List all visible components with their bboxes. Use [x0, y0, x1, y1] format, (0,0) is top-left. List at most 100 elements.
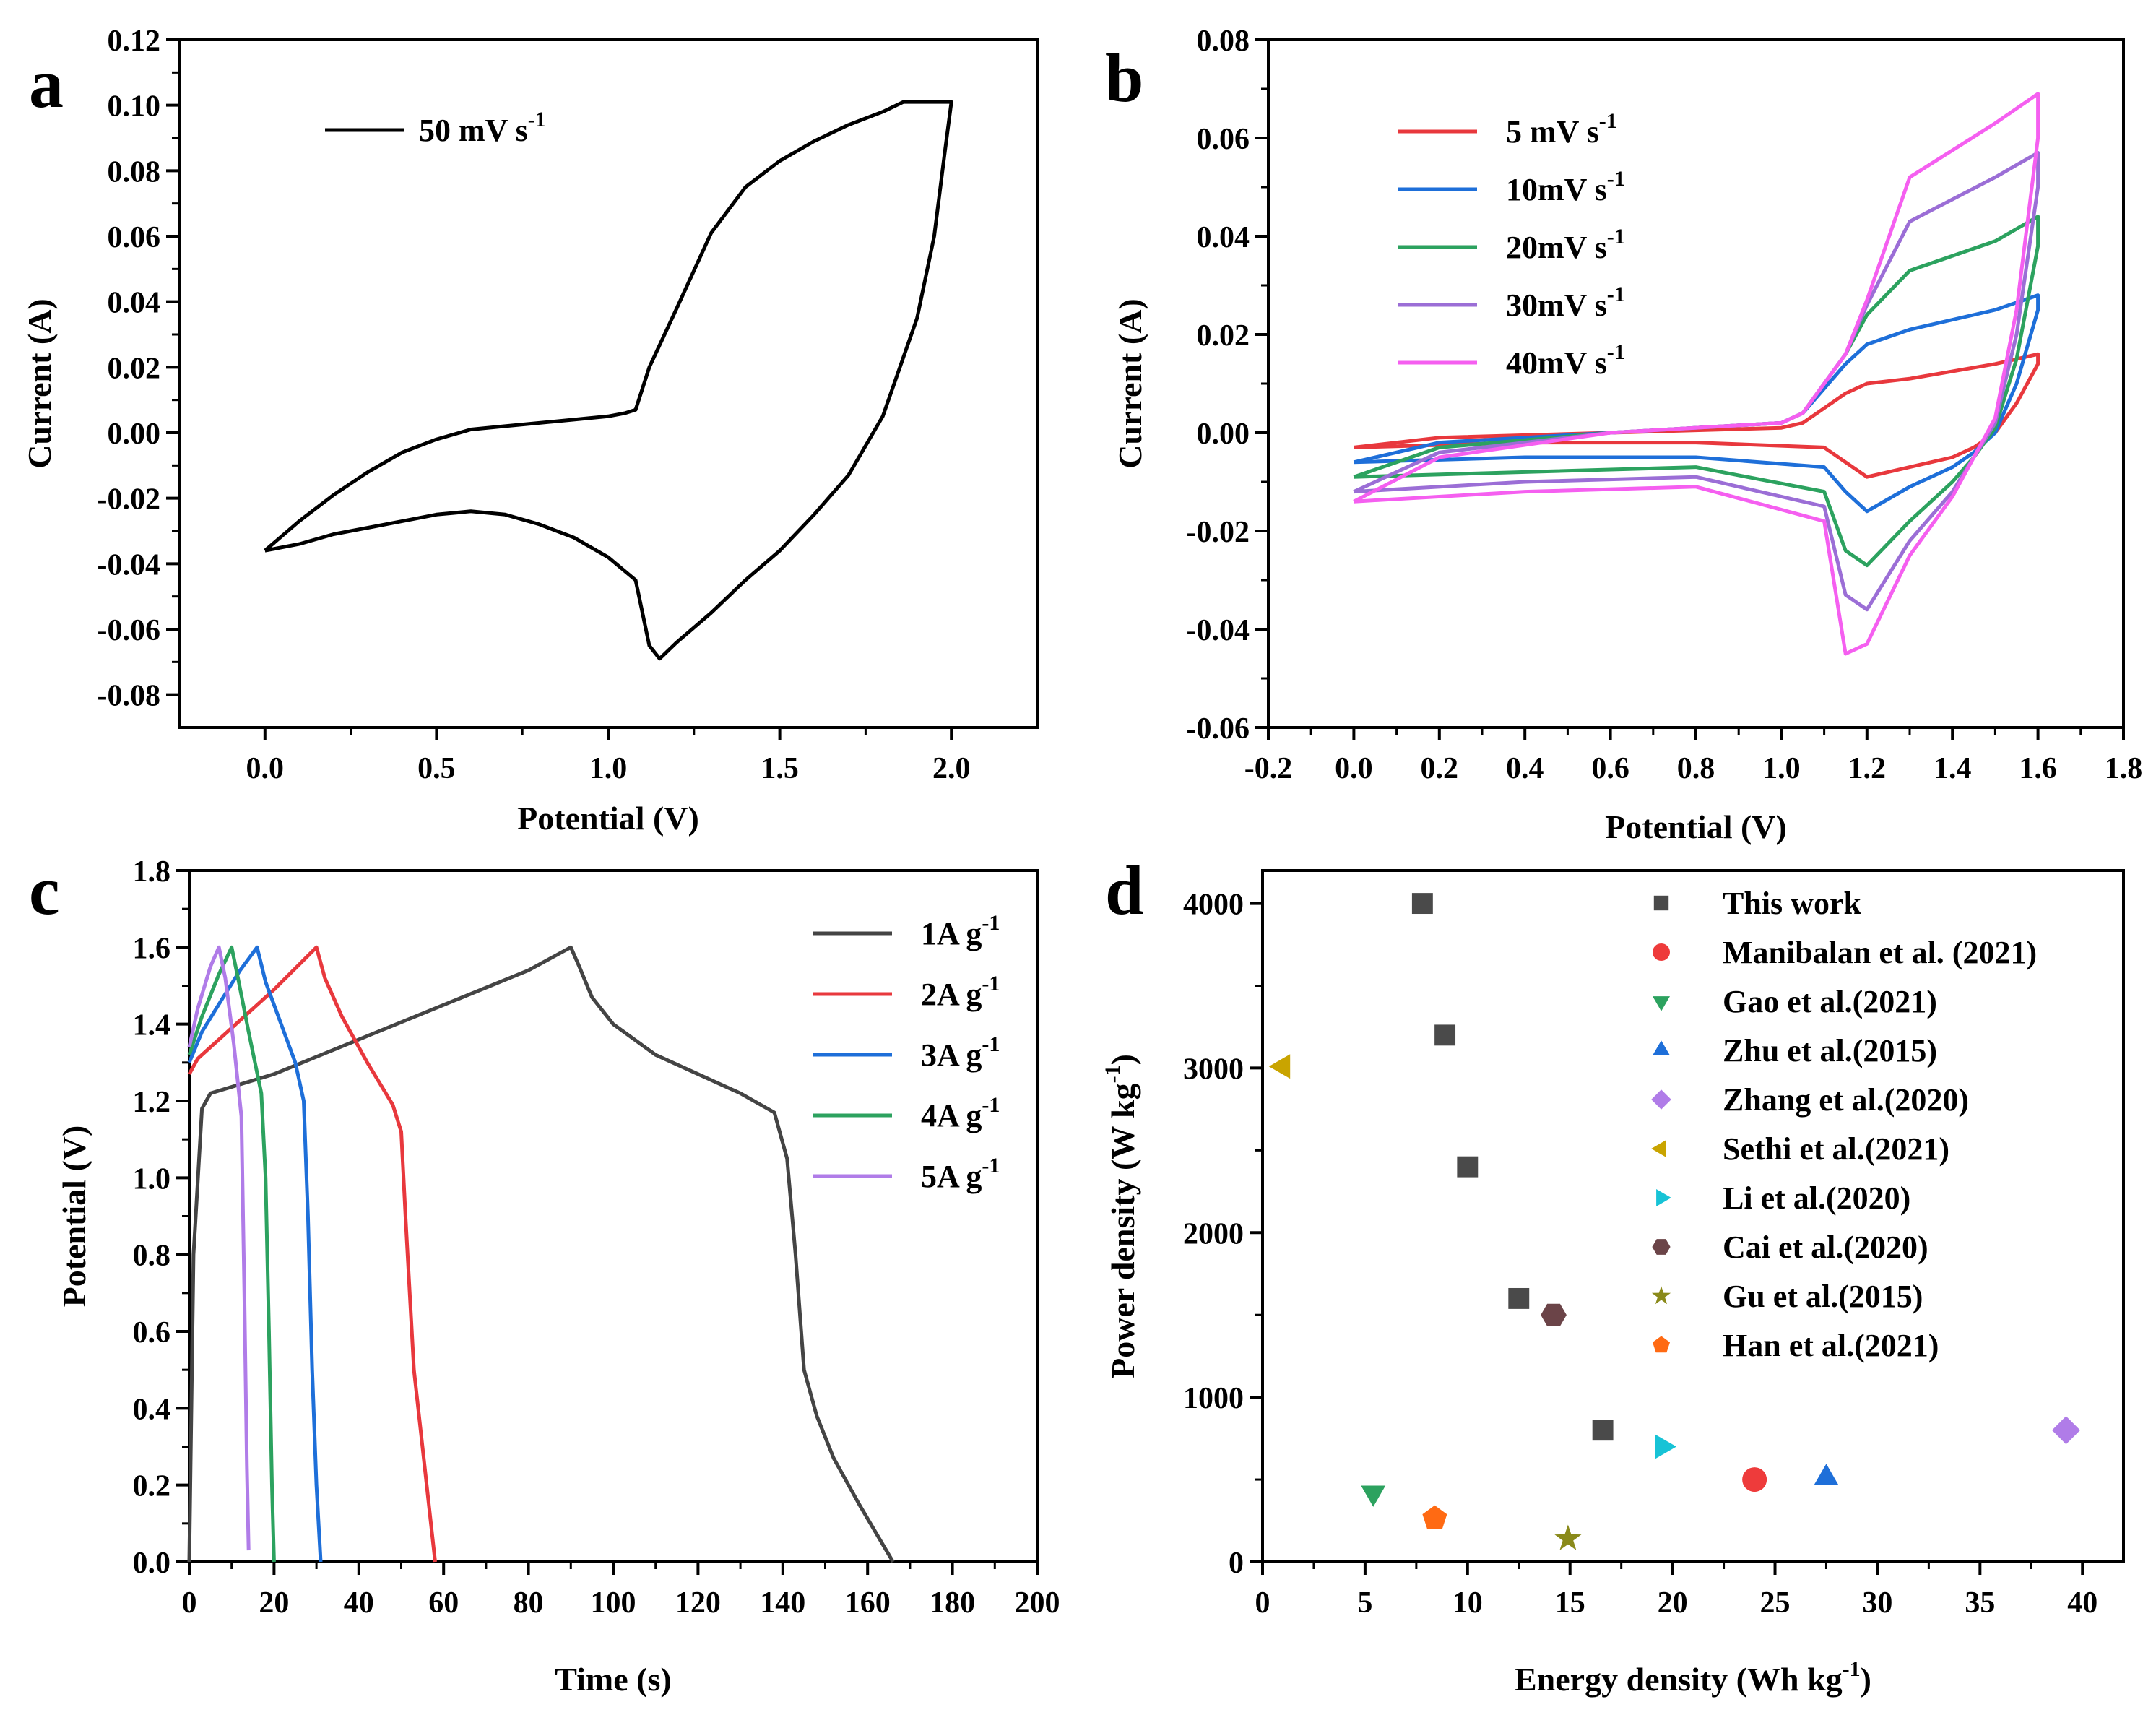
data-point [1653, 996, 1670, 1011]
legend-label: 4A g-1 [921, 1093, 1000, 1133]
y-tick-label: 0.04 [1197, 221, 1250, 254]
legend-label: 5A g-1 [921, 1154, 1000, 1194]
legend-label-text: 2A g [921, 977, 982, 1012]
series-line [1354, 352, 2040, 479]
x-axis-label-end: ) [1861, 1661, 1871, 1698]
legend-label: This work [1723, 886, 1861, 921]
panel-c: c 0 20 40 60 80 100 120 140 160 180 200 0.0 0.2 0.4 0.6… [29, 852, 1060, 1698]
series-line [187, 945, 276, 1563]
panel-letter: d [1105, 852, 1143, 929]
x-tick-label: 5 [1357, 1586, 1372, 1620]
legend-label: 30mV s-1 [1506, 282, 1625, 323]
y-tick-label: 0.6 [133, 1316, 171, 1349]
x-axis-label: Potential (V) [517, 800, 699, 837]
legend-label: Cai et al.(2020) [1723, 1230, 1928, 1265]
plot-frame [178, 38, 1039, 729]
plot-frame [1261, 869, 2125, 1563]
data-point [1268, 1054, 1291, 1079]
legend-label-text: 20mV s [1506, 230, 1607, 265]
data-point [1653, 1336, 1670, 1353]
y-axis-label: Current (A) [21, 298, 58, 468]
y-tick-label: 0.10 [108, 90, 161, 124]
legend-label-superscript: -1 [1607, 340, 1625, 364]
data-point [1651, 1089, 1671, 1110]
data-point [1541, 1303, 1567, 1326]
y-axis-label: Current (A) [1112, 298, 1148, 468]
x-tick-label: 1.5 [761, 752, 799, 785]
x-axis-label: Energy density (Wh kg-1) [1515, 1657, 1871, 1698]
x-tick-label: 30 [1862, 1586, 1892, 1620]
legend-label-text: 10mV s [1506, 172, 1607, 207]
legend-label-text: 50 mV s [419, 113, 528, 148]
data-point [1653, 943, 1670, 961]
data-point [1652, 1239, 1671, 1255]
data-point [1814, 1464, 1839, 1485]
series-line [1353, 293, 2040, 514]
x-tick-label: 200 [1015, 1586, 1060, 1620]
y-tick-label: -0.02 [98, 483, 161, 517]
legend-label-text: 5 mV s [1506, 114, 1599, 150]
legend-label: 5 mV s-1 [1506, 109, 1617, 150]
y-tick-label: -0.04 [1187, 614, 1250, 647]
data-point [1361, 1485, 1386, 1507]
x-tick-label: 0.5 [417, 752, 456, 785]
legend-label: 40mV s-1 [1506, 340, 1625, 381]
data-point [1655, 1434, 1676, 1459]
y-tick-label: -0.02 [1187, 516, 1250, 549]
y-tick-label: 0.0 [133, 1547, 171, 1580]
x-tick-label: 140 [760, 1586, 805, 1620]
y-tick-label: 0.12 [108, 25, 161, 58]
legend-label-text: 30mV s [1506, 288, 1607, 323]
x-tick-label: 1.6 [2019, 752, 2057, 785]
x-tick-label: 25 [1760, 1586, 1791, 1620]
legend-label-text: 1A g [921, 916, 982, 951]
series-line [264, 100, 953, 661]
legend-label: 20mV s-1 [1506, 225, 1625, 265]
x-tick-label: 1.2 [1848, 752, 1887, 785]
legend-label: Han et al.(2021) [1723, 1328, 1939, 1363]
x-tick-label: 60 [428, 1586, 459, 1620]
x-tick-label: 1.8 [2105, 752, 2143, 785]
x-axis-label: Time (s) [555, 1661, 671, 1698]
legend-label-superscript: -1 [528, 108, 546, 131]
x-axis-label: Potential (V) [1605, 808, 1787, 845]
panel-letter: c [29, 852, 60, 929]
y-tick-label: 1.2 [133, 1086, 171, 1119]
y-tick-label: 0.00 [108, 418, 161, 451]
legend-label: 1A g-1 [921, 911, 1000, 951]
x-tick-label: 0 [182, 1586, 197, 1620]
legend-label-superscript: -1 [1607, 167, 1625, 191]
legend-label-superscript: -1 [982, 1032, 1000, 1056]
legend-label: Sethi et al.(2021) [1723, 1131, 1949, 1167]
y-tick-label: 1.6 [133, 932, 171, 965]
y-axis-label: Potential (V) [56, 1126, 92, 1308]
data-point [1653, 1040, 1670, 1055]
panel-a: a 0.0 0.5 1.0 1.5 2.0 -0.08 -0.06 -0.04 -0.02 0.00… [21, 25, 1039, 837]
legend-label-superscript: -1 [982, 1093, 1000, 1117]
x-tick-label: 0.4 [1506, 752, 1544, 785]
legend-label: Manibalan et al. (2021) [1723, 935, 2037, 970]
y-tick-label: 0.4 [133, 1393, 171, 1426]
data-point [1422, 1505, 1447, 1529]
x-tick-label: -0.2 [1244, 752, 1293, 785]
y-tick-label: 0.08 [108, 155, 161, 189]
y-tick-label: -0.04 [98, 548, 161, 582]
legend-label-text: 40mV s [1506, 345, 1607, 381]
series-line [1353, 150, 2040, 612]
y-tick-label: 0.00 [1197, 418, 1250, 451]
y-tick-label: 2000 [1183, 1217, 1244, 1250]
x-tick-label: 10 [1453, 1586, 1483, 1620]
legend-label-text: 3A g [921, 1037, 982, 1073]
data-point [1508, 1287, 1530, 1309]
x-tick-label: 0.2 [1421, 752, 1459, 785]
y-axis-label-text: Power density (W kg [1104, 1083, 1141, 1378]
y-tick-label: 1000 [1183, 1382, 1244, 1415]
x-tick-label: 1.0 [1762, 752, 1801, 785]
y-tick-label: 0.8 [133, 1240, 171, 1273]
data-point [1411, 893, 1433, 915]
x-tick-label: 100 [591, 1586, 636, 1620]
legend-label-text: 4A g [921, 1098, 982, 1133]
x-tick-label: 0.0 [1335, 752, 1373, 785]
series-line [187, 945, 251, 1551]
